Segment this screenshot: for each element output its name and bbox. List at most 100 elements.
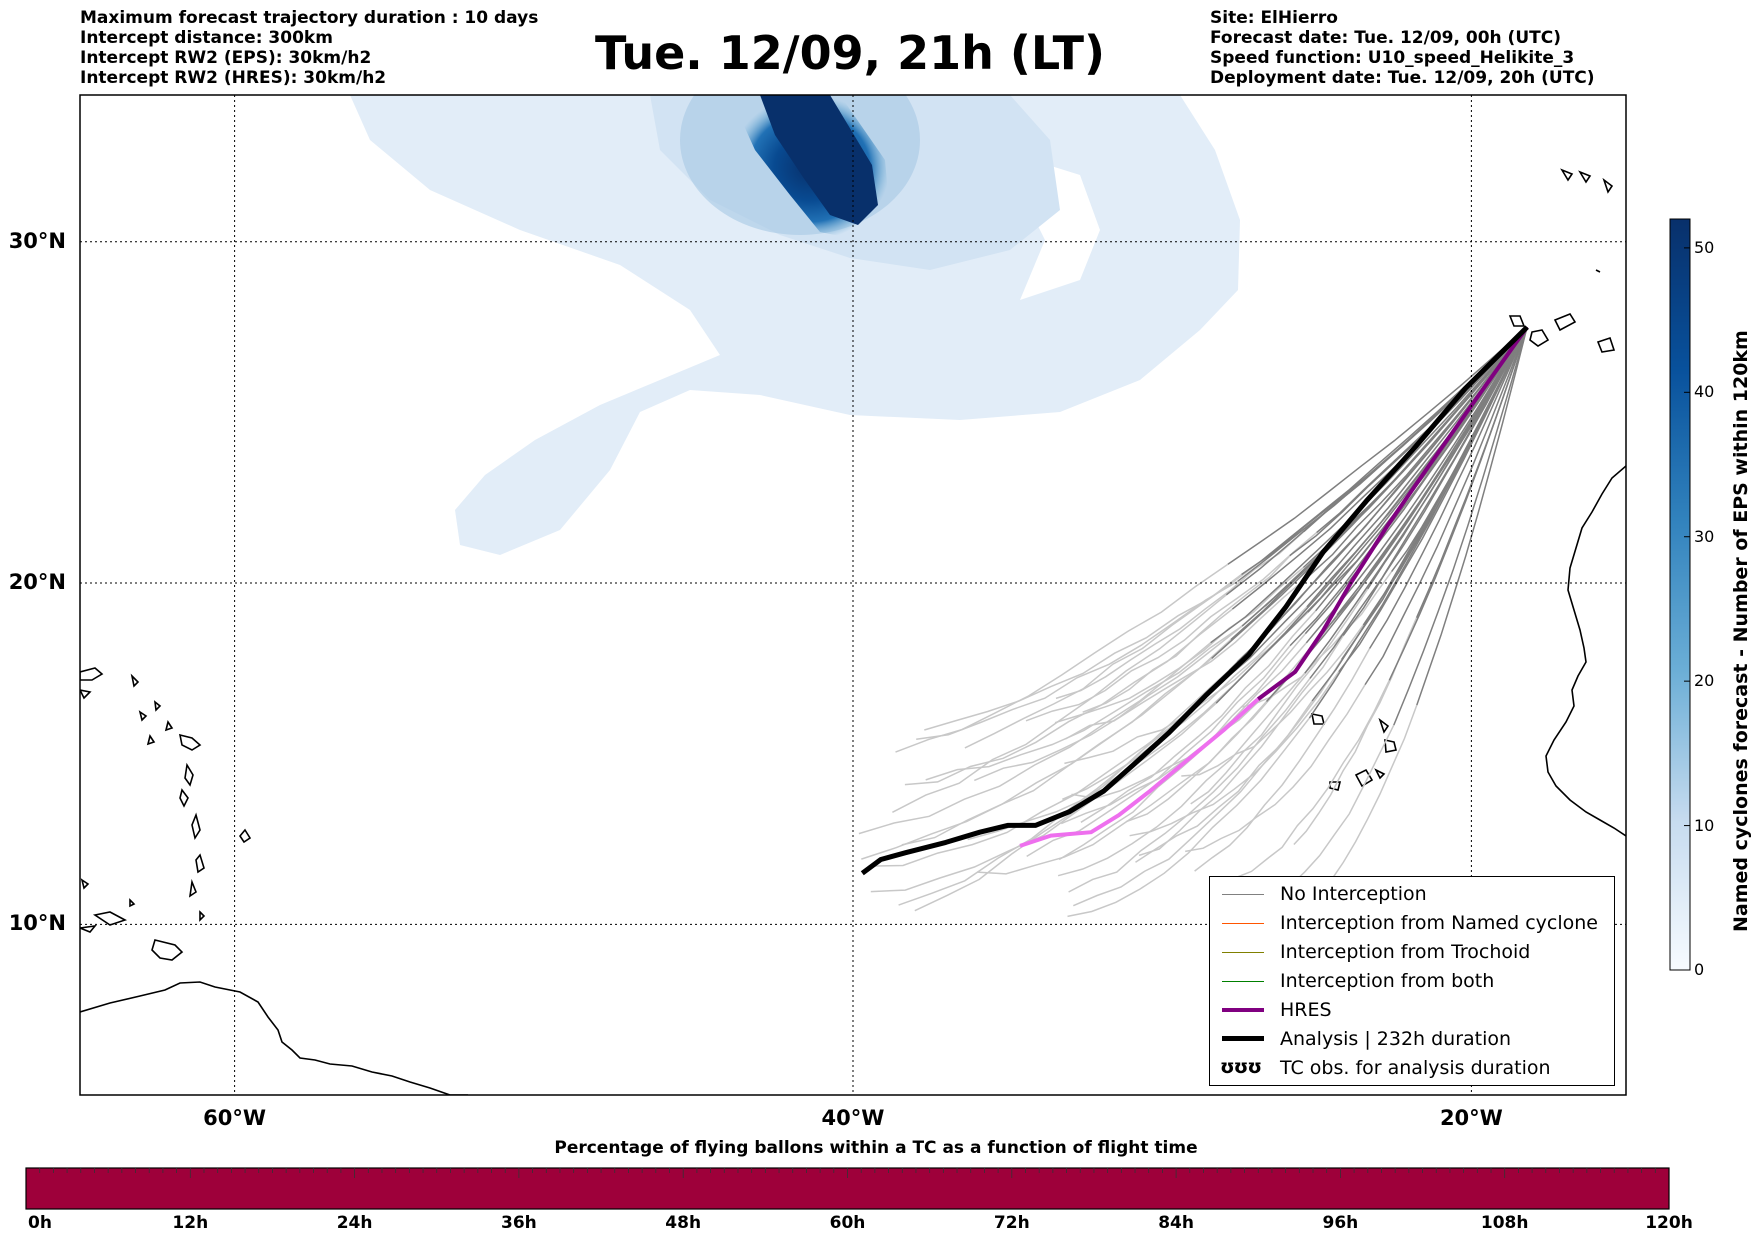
eps-trajectory (1235, 679, 1390, 879)
info-line: Forecast date: Tue. 12/09, 00h (UTC) (1210, 28, 1561, 48)
eps-trajectory (1231, 326, 1528, 610)
colorbar-ticks (1684, 247, 1690, 971)
flight-time-label: 48h (665, 1213, 702, 1233)
site-parameters: Site: ElHierro Forecast date: Tue. 12/09… (1210, 8, 1595, 88)
eps-trajectory (1241, 326, 1528, 627)
island-outline (1560, 168, 1616, 353)
density-colorbar (1669, 218, 1691, 971)
flight-time-label: 108h (1480, 1213, 1529, 1233)
latitude-label: 30°N (8, 228, 66, 253)
info-line: Intercept distance: 300km (80, 28, 333, 48)
eps-trajectory (977, 700, 1268, 875)
flight-time-label: 0h (28, 1213, 52, 1233)
eps-trajectory (974, 605, 1266, 782)
latitude-label: 10°N (8, 911, 66, 936)
legend-tc-obs: ʊʊʊ TC obs. for analysis duration (1216, 1055, 1612, 1083)
hres-track-late (1019, 697, 1260, 848)
colorbar-title: Named cyclones forecast - Number of EPS … (1730, 330, 1752, 932)
longitude-label: 40°W (821, 1106, 885, 1130)
eps-trajectory (1416, 326, 1528, 706)
map-title: Tue. 12/09, 21h (LT) (595, 26, 1105, 80)
trinidad-outline (151, 939, 184, 961)
colorbar-tick-label: 0 (1694, 960, 1705, 979)
eps-trajectory (1307, 326, 1528, 577)
eps-trajectory (1138, 635, 1344, 857)
legend-label: Interception from Trochoid (1280, 941, 1531, 963)
coastlines (80, 168, 1626, 1095)
colorbar-tick-label: 40 (1694, 382, 1715, 402)
legend-label: Interception from both (1280, 970, 1495, 992)
eps-trajectory (1415, 326, 1528, 619)
legend-swatch (1222, 1008, 1264, 1012)
eps-trajectory (1025, 555, 1291, 722)
eps-trajectory (1067, 717, 1310, 918)
island-outline (80, 828, 252, 890)
eps-trajectory (1309, 326, 1528, 679)
eps-trajectory (901, 639, 1232, 846)
legend-swatch (1222, 923, 1264, 924)
flight-bar-title: Percentage of flying ballons within a TC… (554, 1138, 1198, 1158)
hres-track (1256, 325, 1529, 701)
eps-trajectory (904, 608, 1233, 786)
tc-symbol-icon: ʊʊʊ (1220, 1056, 1262, 1078)
eps-trajectory (870, 702, 1217, 893)
legend-swatch (1222, 894, 1264, 895)
info-line: Site: ElHierro (1210, 8, 1338, 28)
legend-label: Interception from Named cyclone (1280, 912, 1598, 934)
eps-trajectory (1057, 672, 1306, 877)
legend-trochoid: Interception from Trochoid (1216, 939, 1612, 967)
eps-trajectory (1181, 624, 1364, 777)
eps-trajectory (895, 563, 1229, 753)
colorbar-tick-label: 10 (1694, 815, 1715, 835)
info-line: Deployment date: Tue. 12/09, 20h (UTC) (1210, 68, 1595, 88)
eps-trajectory (1338, 326, 1528, 673)
density-core (760, 95, 878, 225)
eps-trajectory (924, 573, 1242, 731)
island-outline (1595, 177, 1614, 273)
eps-trajectory (925, 625, 1243, 781)
analysis-track (860, 325, 1529, 876)
info-line: Maximum forecast trajectory duration : 1… (80, 8, 539, 28)
flight-time-label: 96h (1322, 1213, 1359, 1233)
flight-time-label: 84h (1158, 1213, 1194, 1233)
eps-trajectories-early (1210, 326, 1528, 726)
eps-trajectory (861, 657, 1213, 860)
legend-label: TC obs. for analysis duration (1280, 1057, 1551, 1079)
eps-trajectory (858, 642, 1212, 835)
info-line: Speed function: U10_speed_Helikite_3 (1210, 48, 1575, 68)
legend-label: No Interception (1280, 883, 1427, 905)
eps-trajectory (1227, 326, 1528, 565)
eps-trajectory (1065, 575, 1309, 740)
longitude-label: 20°W (1439, 1106, 1503, 1130)
eps-trajectory (1194, 648, 1371, 872)
colorbar-tick-label: 50 (1694, 237, 1715, 257)
island-outline (129, 898, 206, 922)
flight-time-label: 72h (993, 1213, 1030, 1233)
flight-time-label: 60h (829, 1213, 866, 1233)
eps-trajectory (916, 580, 1239, 740)
colorbar-tick-label: 30 (1694, 526, 1715, 546)
longitude-label: 60°W (203, 1106, 267, 1130)
eps-trajectory (1185, 684, 1366, 853)
map-content (80, 95, 1626, 1095)
eps-trajectory (1364, 326, 1528, 686)
latitude-label: 20°N (8, 570, 66, 595)
island-outline (80, 667, 140, 700)
eps-trajectory (1190, 588, 1369, 805)
flight-time-label: 36h (501, 1213, 537, 1233)
legend-label: HRES (1280, 999, 1332, 1021)
eps-trajectory (1062, 606, 1308, 800)
island-outline (138, 700, 174, 746)
flight-time-label: 24h (336, 1213, 373, 1233)
forecast-parameters: Maximum forecast trajectory duration : 1… (80, 8, 538, 88)
eps-trajectory (1393, 326, 1528, 726)
legend-no-interception: No Interception (1216, 881, 1612, 909)
eps-trajectory (1308, 326, 1528, 719)
eps-trajectories-late (858, 531, 1418, 918)
africa-coast (1545, 465, 1626, 837)
lesser-antilles-outline (178, 733, 205, 898)
legend-swatch (1222, 1036, 1264, 1041)
legend-named-cyclone: Interception from Named cyclone (1216, 910, 1612, 938)
eps-trajectory (868, 686, 1216, 867)
